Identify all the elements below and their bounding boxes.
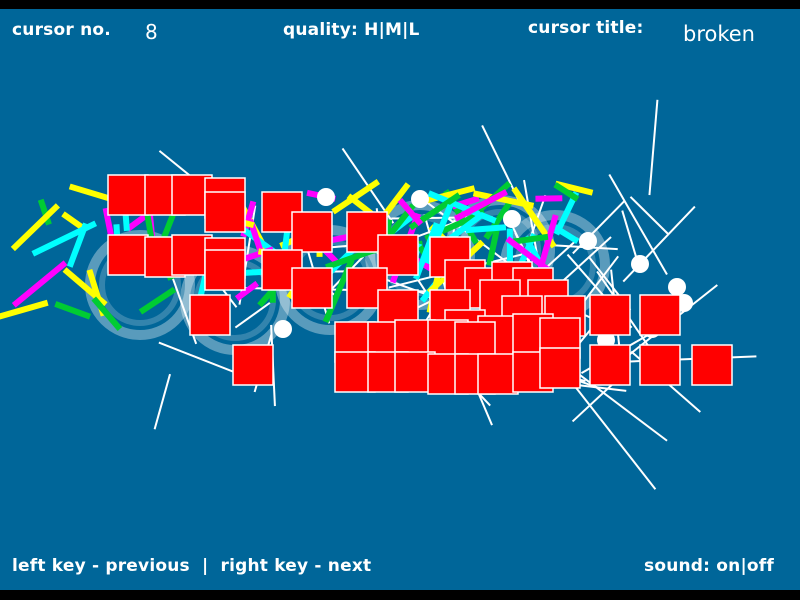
trail-bar	[91, 296, 123, 331]
quality-low-button[interactable]: L	[408, 20, 420, 40]
keyboard-hint: left key - previous | right key - next	[12, 556, 371, 576]
trail-bar	[453, 189, 508, 222]
sound-toggle: sound: on|off	[644, 556, 774, 576]
red-square	[477, 353, 519, 395]
trail-line	[153, 373, 171, 430]
quality-label: quality:	[283, 20, 359, 40]
trail-dot	[503, 210, 521, 228]
trail-line	[608, 174, 668, 276]
red-square	[107, 234, 149, 276]
red-square	[189, 294, 231, 336]
trail-bar	[331, 179, 381, 215]
right-key-hint: right key - next	[220, 556, 372, 576]
trail-dot	[274, 320, 292, 338]
trail-line	[481, 125, 520, 202]
trail-line	[611, 355, 757, 364]
trail-line	[234, 302, 271, 329]
trail-bar	[486, 229, 500, 266]
trail-bar	[427, 190, 497, 224]
trail-bar	[505, 236, 552, 274]
trail-bar	[61, 211, 87, 232]
trail-dot	[317, 188, 335, 206]
cursor-no-label: cursor no.	[12, 20, 111, 40]
trail-line	[523, 179, 539, 258]
red-square	[691, 344, 733, 386]
trail-line	[566, 364, 668, 442]
quality-medium-button[interactable]: M	[385, 20, 403, 40]
trail-bar	[509, 233, 549, 246]
red-square	[639, 344, 681, 386]
trail-line	[629, 196, 669, 235]
quality-high-button[interactable]: H	[364, 20, 379, 40]
red-square	[291, 267, 333, 309]
separator: |	[740, 556, 747, 576]
quality-selector: quality: H|M|L	[283, 20, 420, 40]
sound-on-button[interactable]: on	[716, 556, 741, 576]
trail-bar	[66, 222, 89, 268]
red-square	[232, 344, 274, 386]
separator: |	[201, 556, 209, 576]
trail-dot	[579, 232, 597, 250]
trail-bar	[138, 286, 177, 315]
trail-bar	[554, 180, 594, 196]
trail-bar	[553, 182, 580, 202]
trail-bar	[397, 197, 424, 227]
trail-bar	[37, 198, 52, 226]
trail-bar	[54, 301, 92, 320]
red-square	[107, 174, 149, 216]
cursor-no-value: 8	[145, 20, 158, 44]
left-key-hint: left key - previous	[12, 556, 190, 576]
trail-bar	[472, 190, 535, 209]
trail-bar	[234, 280, 260, 301]
trail-bar	[10, 203, 61, 252]
red-square	[204, 249, 246, 291]
red-square	[639, 294, 681, 336]
trail-bar	[11, 260, 68, 308]
trail-bar	[465, 224, 507, 234]
trail-dot	[668, 278, 686, 296]
red-square	[589, 294, 631, 336]
separator: |	[378, 20, 385, 40]
trail-dot	[411, 190, 429, 208]
separator: |	[402, 20, 409, 40]
trail-line	[648, 99, 659, 196]
trail-bar	[549, 222, 580, 244]
trail-bar	[483, 197, 515, 240]
trail-line	[573, 384, 657, 490]
trail-bar	[0, 299, 49, 320]
sound-label: sound:	[644, 556, 711, 576]
red-square	[539, 347, 581, 389]
red-square	[204, 191, 246, 233]
cursor-title-label: cursor title:	[528, 18, 644, 38]
red-square	[291, 211, 333, 253]
trail-bar	[413, 222, 440, 281]
trail-dot	[631, 255, 649, 273]
red-square	[589, 344, 631, 386]
cursor-title-value: broken	[683, 22, 755, 46]
sound-off-button[interactable]: off	[746, 556, 774, 576]
